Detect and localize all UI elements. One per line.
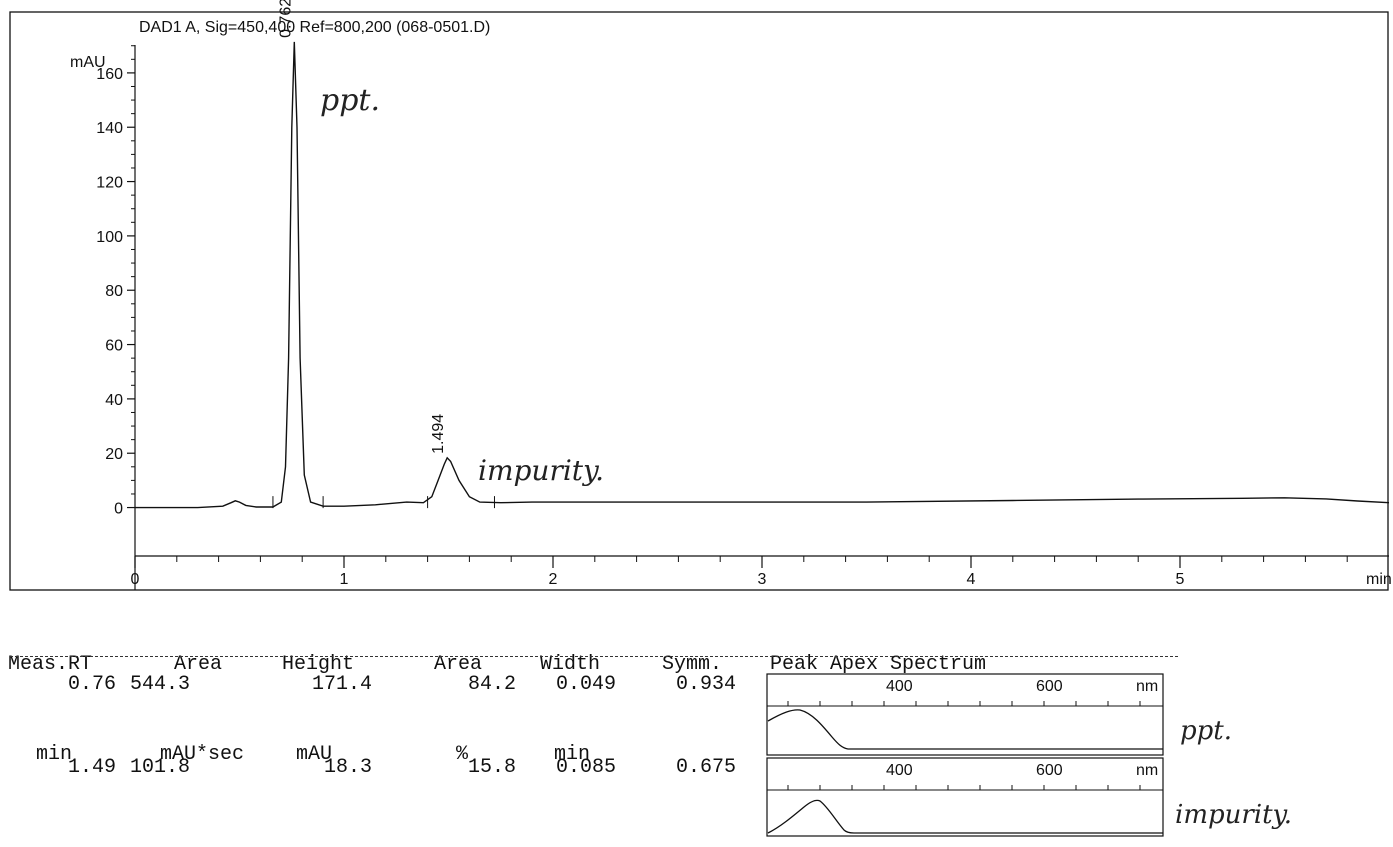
y-tick-label: 120: [96, 175, 123, 192]
spectrum1-tick-600: 600: [1036, 678, 1063, 695]
row1-rt: 0.76: [67, 673, 116, 696]
row1-symm: 0.934: [675, 673, 736, 696]
spectrum-1: 400 600 nm: [766, 673, 1164, 756]
header-spectrum: Peak Apex Spectrum: [770, 590, 986, 740]
row2-note: impurity.: [1175, 800, 1293, 830]
header-areapct-bottom: %: [456, 743, 469, 766]
header-symm: Symm.: [662, 590, 722, 740]
chart-title: DAD1 A, Sig=450,400 Ref=800,200 (068-050…: [139, 19, 490, 36]
y-tick-label: 140: [96, 120, 123, 137]
row1-area: 544.3: [130, 673, 191, 696]
header-width-top: Width: [540, 653, 601, 676]
x-tick-label: 0: [131, 571, 140, 588]
spectrum1-curve: [767, 709, 1163, 750]
y-tick-label: 0: [114, 501, 123, 518]
header-area-bottom: mAU*sec: [160, 743, 245, 766]
x-tick-label: 1: [340, 571, 349, 588]
spectrum1-tick-400: 400: [886, 678, 913, 695]
header-area: Area mAU*sec: [160, 590, 244, 830]
spectrum2-tick-400: 400: [886, 762, 913, 779]
row1-areapct: 84.2: [467, 673, 516, 696]
header-height: Height mAU: [282, 590, 354, 830]
row1-note: ppt.: [1180, 716, 1232, 746]
header-width-bottom: min: [554, 743, 591, 766]
peak2-note: impurity.: [478, 454, 604, 487]
table-divider: [10, 656, 1178, 657]
row2-width: 0.085: [555, 756, 616, 779]
y-axis-label: mAU: [70, 54, 106, 71]
row2-areapct: 15.8: [467, 756, 516, 779]
row2-symm: 0.675: [675, 756, 736, 779]
header-height-bottom: mAU: [296, 743, 333, 766]
row2-rt: 1.49: [67, 756, 116, 779]
header-rt-top: Meas.RT: [8, 653, 93, 676]
header-areapct-top: Area: [434, 653, 483, 676]
y-tick-label: 40: [105, 392, 123, 409]
y-tick-label: 20: [105, 446, 123, 463]
x-tick-label: 4: [967, 571, 976, 588]
signal-trace: [135, 41, 1390, 509]
header-areapct: Area %: [434, 590, 482, 830]
row1-width: 0.049: [555, 673, 616, 696]
header-area-top: Area: [174, 653, 223, 676]
x-tick-label: 2: [549, 571, 558, 588]
row1-height: 171.4: [311, 673, 372, 696]
peak-rt-label: 0.762: [277, 0, 294, 38]
spectrum2-curve: [767, 799, 1163, 834]
row2-height: 18.3: [323, 756, 372, 779]
spectrum1-unit: nm: [1136, 678, 1158, 695]
y-tick-label: 60: [105, 338, 123, 355]
x-axis-label: min: [1366, 571, 1392, 588]
chart-frame: [9, 11, 1389, 591]
y-tick-label: 160: [96, 66, 123, 83]
peak1-note: ppt.: [320, 83, 380, 118]
y-tick-label: 100: [96, 229, 123, 246]
header-symm-top: Symm.: [662, 653, 723, 676]
header-height-top: Height: [282, 653, 355, 676]
chromatogram-chart: DAD1 A, Sig=450,400 Ref=800,200 (068-050…: [9, 0, 1392, 591]
header-spectrum-top: Peak Apex Spectrum: [770, 653, 987, 676]
spectrum2-unit: nm: [1136, 762, 1158, 779]
row2-area: 101.8: [130, 756, 191, 779]
x-tick-label: 3: [758, 571, 767, 588]
x-tick-label: 5: [1176, 571, 1185, 588]
spectrum2-tick-600: 600: [1036, 762, 1063, 779]
y-tick-label: 80: [105, 283, 123, 300]
peak-rt-label: 1.494: [430, 414, 447, 454]
header-rt-bottom: min: [36, 743, 73, 766]
header-width: Width min: [540, 590, 600, 830]
spectrum-2: 400 600 nm: [766, 757, 1164, 837]
header-rt: Meas.RT min: [8, 590, 92, 830]
